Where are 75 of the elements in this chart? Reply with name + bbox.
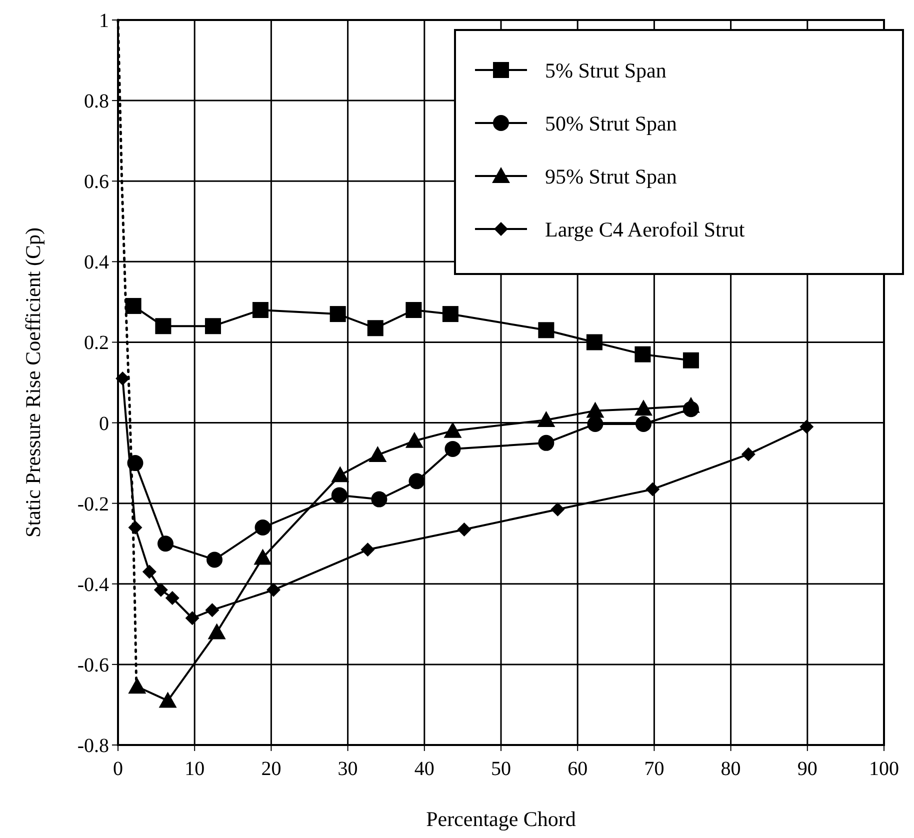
point [442, 306, 458, 322]
point [158, 692, 177, 708]
point [360, 542, 375, 557]
point [682, 352, 699, 368]
x-tick-label: 10 [184, 758, 205, 780]
point [154, 582, 168, 597]
point [646, 482, 660, 496]
y-tick-label: 0 [99, 412, 109, 435]
point [586, 334, 602, 350]
point [444, 440, 461, 457]
point [331, 487, 348, 504]
point [116, 371, 130, 386]
x-axis-title: Percentage Chord [426, 807, 576, 831]
point [204, 318, 221, 334]
point [254, 548, 272, 565]
x-tick-label: 20 [261, 758, 282, 780]
point [208, 623, 226, 640]
point [634, 400, 652, 416]
y-tick-label: -0.4 [77, 574, 109, 596]
point [254, 520, 271, 536]
point [368, 446, 387, 462]
point [800, 420, 814, 434]
point [157, 536, 174, 552]
x-tick-label: 90 [797, 758, 818, 780]
y-tick-label: 0.2 [84, 332, 109, 354]
x-tick-label: 80 [720, 758, 741, 780]
point [635, 416, 652, 432]
legend-label: 50% Strut Span [545, 111, 678, 136]
point [128, 520, 142, 534]
x-tick-label: 30 [338, 758, 358, 780]
point [165, 590, 180, 605]
x-tick-label: 50 [491, 758, 511, 780]
x-tick-label: 40 [414, 758, 434, 780]
y-tick-label: 0.6 [84, 171, 109, 194]
x-tick-label: 60 [568, 758, 588, 780]
point [266, 582, 280, 597]
point [537, 410, 556, 427]
point [587, 416, 604, 432]
point [127, 455, 144, 472]
point [457, 522, 472, 537]
point [155, 318, 172, 334]
point [330, 306, 346, 322]
y-tick-label: 0.4 [84, 252, 109, 274]
point [371, 491, 388, 508]
legend-label: 95% Strut Span [545, 164, 678, 188]
point [406, 302, 422, 318]
y-tick-label: -0.6 [77, 654, 109, 676]
y-axis-title: Static Pressure Rise Coefficient (Cp) [21, 228, 45, 538]
point [367, 320, 384, 336]
x-tick-label: 100 [869, 758, 899, 780]
point [128, 678, 146, 694]
legend-label: Large C4 Aerofoil Strut [545, 217, 745, 242]
y-tick-label: 0.8 [84, 90, 109, 113]
y-tick-label: 1 [99, 10, 109, 32]
point [142, 564, 156, 579]
point [444, 422, 462, 438]
point [538, 322, 554, 338]
point [634, 346, 651, 362]
y-tick-label: -0.8 [77, 735, 109, 757]
point [550, 502, 565, 516]
point [206, 552, 223, 568]
point [252, 302, 268, 318]
point [125, 298, 142, 314]
point [185, 611, 200, 626]
point [586, 402, 604, 418]
point [331, 466, 350, 482]
x-tick-label: 0 [113, 758, 123, 780]
point [205, 603, 220, 618]
x-tick-label: 70 [644, 758, 664, 780]
point [408, 473, 425, 490]
legend-label: 5% Strut Span [545, 58, 667, 82]
point [741, 447, 756, 462]
y-tick-label: -0.2 [77, 493, 109, 516]
point [538, 434, 554, 451]
point [405, 432, 424, 448]
